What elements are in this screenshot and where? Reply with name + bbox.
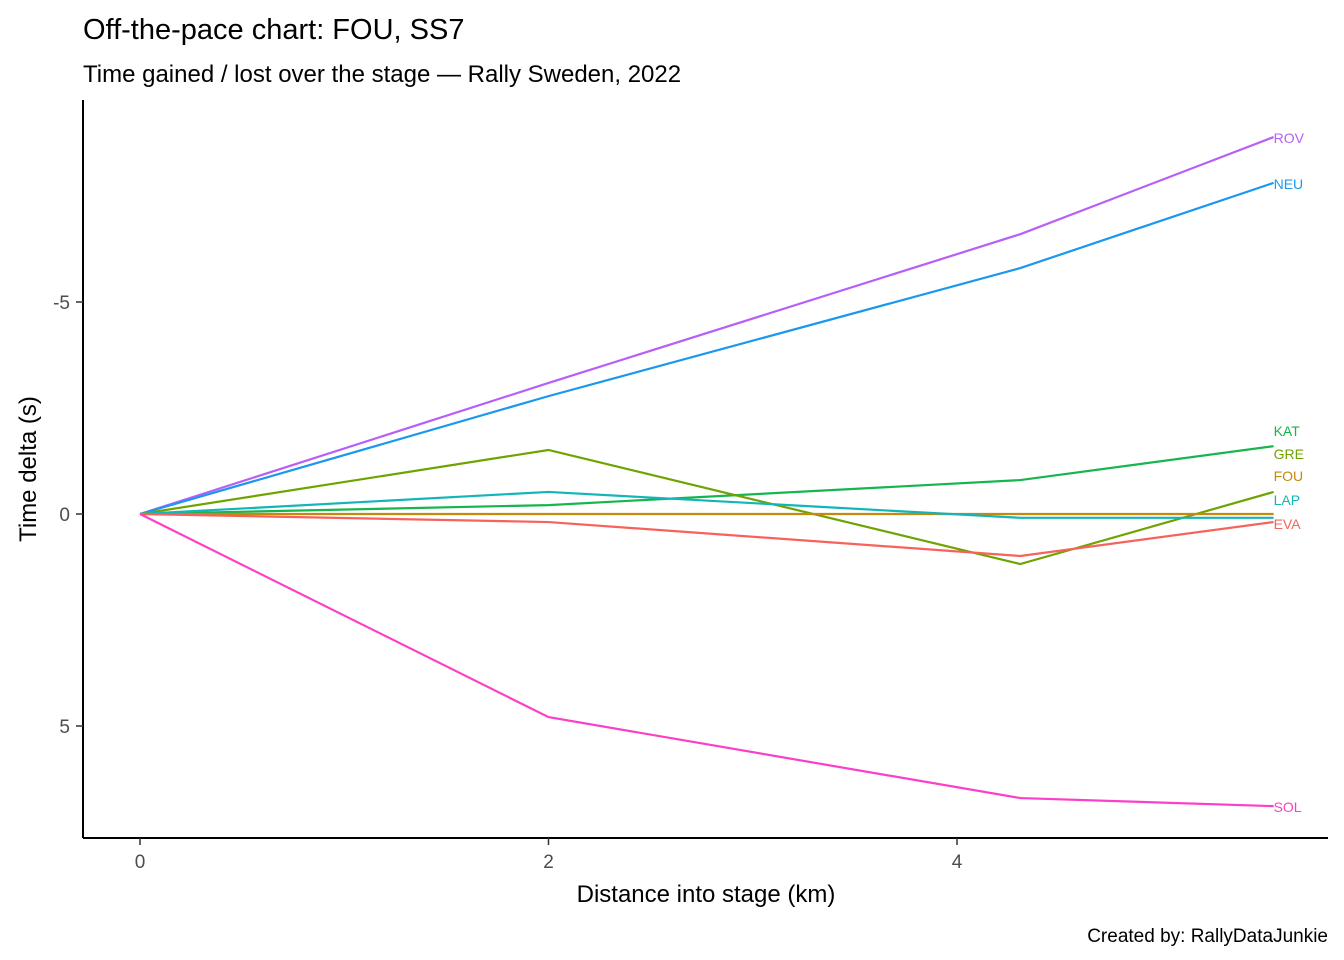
x-tick-label: 4 <box>952 852 963 873</box>
series-label-rov: ROV <box>1274 130 1305 146</box>
series-line-kat <box>139 445 1274 516</box>
series-line-rov <box>139 136 1274 516</box>
y-tick-label: 5 <box>59 717 70 738</box>
series-line-sol <box>139 513 1274 808</box>
series-label-neu: NEU <box>1274 176 1304 192</box>
series-line-neu <box>139 181 1274 516</box>
series-line-eva <box>139 512 1274 558</box>
x-axis-label: Distance into stage (km) <box>577 881 836 908</box>
series-line-lap <box>139 490 1274 519</box>
y-tick-label: -5 <box>53 293 70 314</box>
series-label-sol: SOL <box>1274 799 1302 815</box>
series-label-lap: LAP <box>1274 492 1300 508</box>
y-axis-label: Time delta (s) <box>15 396 42 542</box>
x-tick-label: 0 <box>135 852 146 873</box>
series-label-eva: EVA <box>1274 516 1302 532</box>
series-label-fou: FOU <box>1274 468 1304 484</box>
caption: Created by: RallyDataJunkie <box>1087 926 1328 947</box>
chart-title: Off-the-pace chart: FOU, SS7 <box>83 14 464 46</box>
chart-subtitle: Time gained / lost over the stage — Rall… <box>83 61 681 88</box>
series-label-gre: GRE <box>1274 446 1304 462</box>
series-label-kat: KAT <box>1274 423 1301 439</box>
y-tick-label: 0 <box>59 505 70 526</box>
x-tick-label: 2 <box>543 852 554 873</box>
series-line-gre <box>139 448 1274 566</box>
